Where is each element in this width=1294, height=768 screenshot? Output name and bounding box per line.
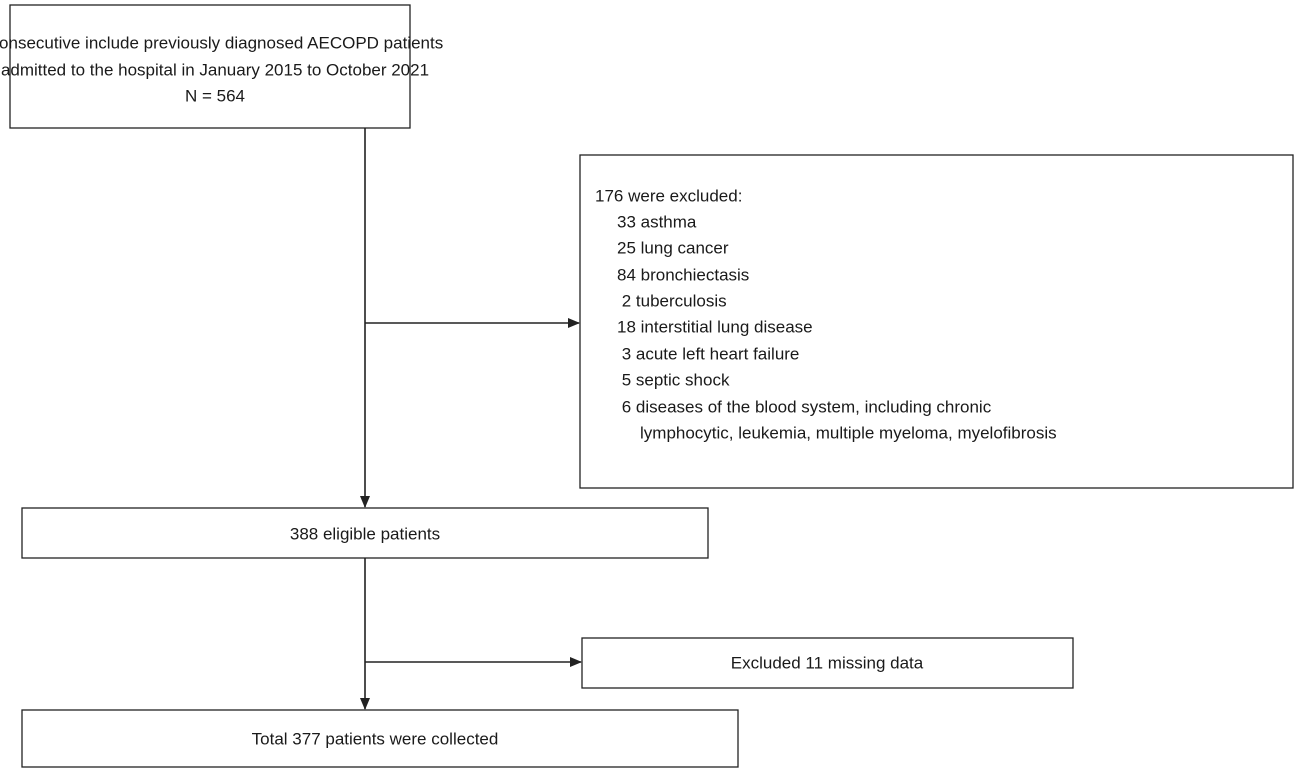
box	[9, 4, 411, 129]
box-text: admitted to the hospital in January 2015…	[1, 60, 429, 79]
list-item: 18 interstitial lung disease	[617, 317, 813, 336]
box	[21, 507, 709, 559]
list-item: 3 acute left heart failure	[617, 344, 799, 363]
list-item: 25 lung cancer	[617, 238, 729, 257]
list-item: 33 asthma	[617, 212, 697, 231]
box-title: 176 were excluded:	[595, 186, 742, 205]
list-item: 2 tuberculosis	[617, 291, 727, 310]
box	[21, 709, 739, 768]
list-item: lymphocytic, leukemia, multiple myeloma,…	[640, 423, 1057, 442]
box	[581, 637, 1074, 689]
list-item: 84 bronchiectasis	[617, 265, 749, 284]
box-text: 388 eligible patients	[290, 524, 440, 543]
list-item: 6 diseases of the blood system, includin…	[617, 397, 992, 416]
list-item: 5 septic shock	[617, 370, 730, 389]
box-text: Excluded 11 missing data	[731, 653, 924, 672]
box-text: N = 564	[185, 86, 245, 105]
box	[579, 154, 1294, 489]
box-text: Consecutive include previously diagnosed…	[0, 33, 443, 52]
box-text: Total 377 patients were collected	[252, 729, 499, 748]
